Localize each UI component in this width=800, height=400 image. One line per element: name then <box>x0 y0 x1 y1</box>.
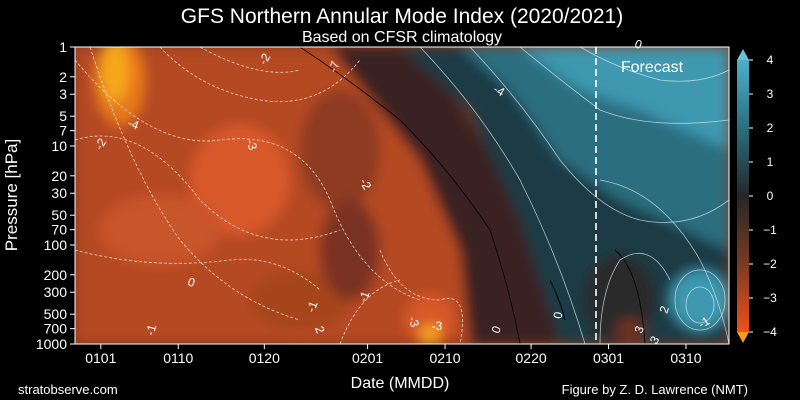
y-tick-label: 2 <box>59 69 67 85</box>
contour-label: 2 <box>657 304 673 315</box>
y-tick-label: 1 <box>59 39 67 55</box>
x-tick-label: 0120 <box>249 350 280 366</box>
contour-label: -3 <box>405 314 422 329</box>
y-tick-label: 30 <box>51 185 67 201</box>
colorbar-tick-label: 4 <box>767 53 774 67</box>
colorbar-tick-label: −4 <box>763 325 777 339</box>
contour-label: 3 <box>632 324 648 335</box>
contour-label: -7 <box>326 59 343 74</box>
y-tick-label: 300 <box>44 284 68 300</box>
contour-label: 0 <box>551 310 566 319</box>
chart-subtitle: Based on CFSR climatology <box>302 29 502 46</box>
colorbar-top-arrow <box>737 49 749 60</box>
colorbar-tick-label: 0 <box>767 189 774 203</box>
colorbar-tick-label: −3 <box>763 291 777 305</box>
contour-label: 0 <box>633 37 644 53</box>
footer-site: stratobserve.com <box>18 382 118 397</box>
contour-label: -4 <box>126 116 141 133</box>
colorbar-tick-label: −1 <box>763 223 777 237</box>
x-tick-label: 0301 <box>593 350 624 366</box>
contour-label: -1 <box>143 323 159 337</box>
contour-label: -1 <box>304 299 321 314</box>
footer-credit: Figure by Z. D. Lawrence (NMT) <box>562 382 748 397</box>
y-tick-label: 10 <box>51 138 67 154</box>
colorbar-tick-label: −2 <box>763 257 777 271</box>
y-tick-label: 70 <box>51 222 67 238</box>
x-axis: 0101 0110 0120 0201 0210 0220 0301 0310 <box>85 344 702 366</box>
colorbar-bottom-arrow <box>737 332 749 343</box>
y-tick-label: 200 <box>44 267 68 283</box>
contour-label: -3 <box>243 137 260 152</box>
y-tick-label: 100 <box>44 237 68 253</box>
forecast-label: Forecast <box>621 59 684 76</box>
y-tick-label: 1000 <box>36 336 67 352</box>
x-axis-label: Date (MMDD) <box>351 375 450 392</box>
y-tick-label: 5 <box>59 108 67 124</box>
contour-label: -1 <box>356 289 373 304</box>
chart-title: GFS Northern Annular Mode Index (2020/20… <box>181 5 623 28</box>
y-tick-label: 3 <box>59 86 67 102</box>
x-tick-label: 0201 <box>352 350 383 366</box>
contour-label: -3 <box>432 319 443 333</box>
x-tick-label: 0310 <box>670 350 701 366</box>
y-tick-label: 20 <box>51 168 67 184</box>
colorbar-tick-label: 1 <box>767 155 774 169</box>
plot-frame <box>74 46 730 345</box>
colorbar: 4 3 2 1 0 −1 −2 −3 −4 <box>737 49 777 343</box>
y-tick-label: 500 <box>44 306 68 322</box>
x-tick-label: 0110 <box>163 350 193 366</box>
x-tick-label: 0101 <box>85 350 116 366</box>
colorbar-scale <box>737 60 749 332</box>
colorbar-tick-label: 2 <box>767 121 774 135</box>
x-tick-label: 0210 <box>429 350 460 366</box>
contour-label: 0 <box>186 275 197 291</box>
y-tick-label: 50 <box>51 207 67 223</box>
heatmap-field: Forecast <box>75 47 729 344</box>
contour-label: 2 <box>312 324 328 335</box>
colorbar-tick-label: 3 <box>767 87 774 101</box>
y-axis-label: Pressure [hPa] <box>2 139 21 251</box>
y-tick-label: 7 <box>59 123 67 139</box>
x-tick-label: 0220 <box>516 350 547 366</box>
y-tick-label: 700 <box>44 321 68 337</box>
contour-label: 0 <box>489 324 505 335</box>
